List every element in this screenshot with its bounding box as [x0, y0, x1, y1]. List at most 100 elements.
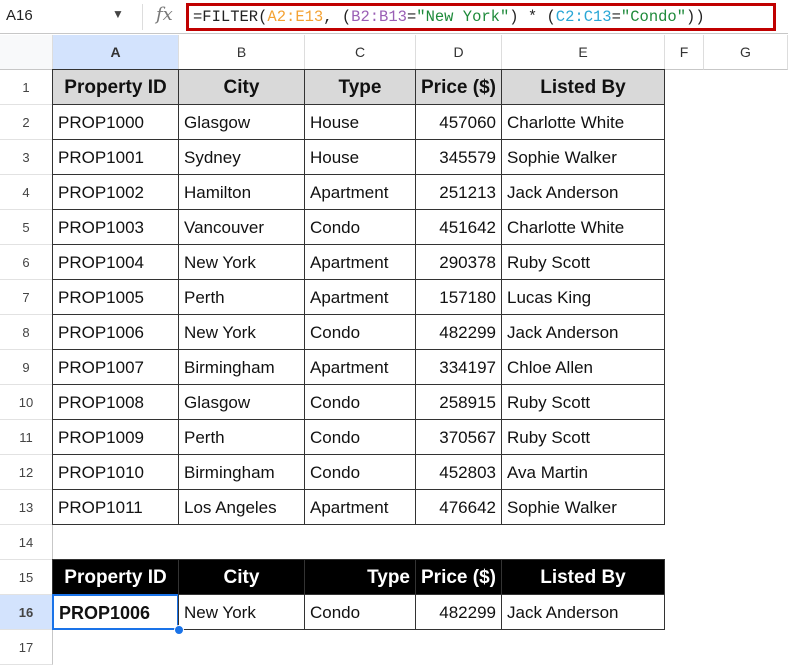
column-header-G[interactable]: G [704, 35, 788, 70]
cell[interactable]: Condo [304, 454, 416, 490]
row-header-7[interactable]: 7 [0, 280, 53, 315]
cell[interactable]: House [304, 139, 416, 175]
result-header-cell[interactable]: Property ID [52, 559, 179, 595]
row-header-3[interactable]: 3 [0, 140, 53, 175]
cell[interactable]: 334197 [415, 349, 502, 385]
header-cell[interactable]: Listed By [501, 69, 665, 105]
result-cell[interactable]: Condo [304, 594, 416, 630]
cell[interactable]: Ruby Scott [501, 384, 665, 420]
corner[interactable] [0, 35, 53, 70]
cell[interactable]: 251213 [415, 174, 502, 210]
row-header-14[interactable]: 14 [0, 525, 53, 560]
row-header-6[interactable]: 6 [0, 245, 53, 280]
cell[interactable]: Perth [178, 419, 305, 455]
cell[interactable]: Chloe Allen [501, 349, 665, 385]
column-header-C[interactable]: C [305, 35, 416, 70]
cell[interactable]: Sydney [178, 139, 305, 175]
row-header-4[interactable]: 4 [0, 175, 53, 210]
cell[interactable]: Apartment [304, 489, 416, 525]
cell[interactable]: 482299 [415, 314, 502, 350]
chevron-down-icon[interactable]: ▼ [112, 7, 124, 21]
cell[interactable]: Lucas King [501, 279, 665, 315]
cell[interactable]: Birmingham [178, 454, 305, 490]
result-cell[interactable]: Jack Anderson [501, 594, 665, 630]
selected-cell[interactable]: PROP1006 [52, 594, 179, 630]
cell[interactable]: Apartment [304, 279, 416, 315]
row-header-11[interactable]: 11 [0, 420, 53, 455]
header-cell[interactable]: Type [304, 69, 416, 105]
result-header-cell[interactable]: City [178, 559, 305, 595]
column-header-D[interactable]: D [416, 35, 502, 70]
cell[interactable]: Ava Martin [501, 454, 665, 490]
cell[interactable]: Condo [304, 384, 416, 420]
result-header-cell[interactable]: Price ($) [415, 559, 502, 595]
cell[interactable]: Ruby Scott [501, 244, 665, 280]
selection-handle[interactable] [174, 625, 184, 635]
cell[interactable]: 452803 [415, 454, 502, 490]
column-header-B[interactable]: B [179, 35, 305, 70]
cell[interactable]: Condo [304, 314, 416, 350]
column-header-F[interactable]: F [665, 35, 704, 70]
name-box[interactable]: A16 [6, 7, 33, 24]
cell[interactable]: 157180 [415, 279, 502, 315]
cell[interactable]: 451642 [415, 209, 502, 245]
header-cell[interactable]: Price ($) [415, 69, 502, 105]
cell[interactable]: PROP1010 [52, 454, 179, 490]
header-cell[interactable]: City [178, 69, 305, 105]
result-cell[interactable]: 482299 [415, 594, 502, 630]
cell[interactable]: House [304, 104, 416, 140]
cell[interactable]: Los Angeles [178, 489, 305, 525]
row-header-8[interactable]: 8 [0, 315, 53, 350]
cell[interactable]: PROP1004 [52, 244, 179, 280]
cell[interactable]: 476642 [415, 489, 502, 525]
cell[interactable]: Charlotte White [501, 209, 665, 245]
formula-input[interactable]: =FILTER(A2:E13, (B2:B13="New York") * (C… [186, 3, 776, 31]
cell[interactable]: PROP1002 [52, 174, 179, 210]
cell[interactable]: Jack Anderson [501, 314, 665, 350]
cell[interactable]: Glasgow [178, 384, 305, 420]
cell[interactable]: Sophie Walker [501, 139, 665, 175]
row-header-5[interactable]: 5 [0, 210, 53, 245]
cell[interactable]: Perth [178, 279, 305, 315]
row-header-17[interactable]: 17 [0, 630, 53, 665]
cell[interactable]: Birmingham [178, 349, 305, 385]
cell[interactable]: Charlotte White [501, 104, 665, 140]
cell[interactable]: Hamilton [178, 174, 305, 210]
row-header-13[interactable]: 13 [0, 490, 53, 525]
cell[interactable]: Glasgow [178, 104, 305, 140]
cell[interactable]: PROP1005 [52, 279, 179, 315]
row-header-2[interactable]: 2 [0, 105, 53, 140]
cell[interactable]: 290378 [415, 244, 502, 280]
cell[interactable]: PROP1011 [52, 489, 179, 525]
result-cell[interactable]: New York [178, 594, 305, 630]
column-header-A[interactable]: A [53, 35, 179, 70]
result-header-cell[interactable]: Type [304, 559, 416, 595]
column-header-E[interactable]: E [502, 35, 665, 70]
cell[interactable]: 345579 [415, 139, 502, 175]
cell[interactable]: PROP1006 [52, 314, 179, 350]
cell[interactable]: PROP1009 [52, 419, 179, 455]
row-header-10[interactable]: 10 [0, 385, 53, 420]
cell[interactable]: PROP1007 [52, 349, 179, 385]
header-cell[interactable]: Property ID [52, 69, 179, 105]
cell[interactable]: Apartment [304, 244, 416, 280]
result-header-cell[interactable]: Listed By [501, 559, 665, 595]
cell[interactable]: Sophie Walker [501, 489, 665, 525]
cell[interactable]: Condo [304, 419, 416, 455]
cell[interactable]: PROP1000 [52, 104, 179, 140]
cell[interactable]: 370567 [415, 419, 502, 455]
row-header-16[interactable]: 16 [0, 595, 53, 630]
cell[interactable]: Apartment [304, 174, 416, 210]
cell[interactable]: New York [178, 314, 305, 350]
cell[interactable]: New York [178, 244, 305, 280]
cell[interactable]: Apartment [304, 349, 416, 385]
cell[interactable]: Condo [304, 209, 416, 245]
row-header-9[interactable]: 9 [0, 350, 53, 385]
row-header-15[interactable]: 15 [0, 560, 53, 595]
cell[interactable]: PROP1001 [52, 139, 179, 175]
cell[interactable]: PROP1003 [52, 209, 179, 245]
cell[interactable]: Jack Anderson [501, 174, 665, 210]
cell[interactable]: 457060 [415, 104, 502, 140]
cell[interactable]: Vancouver [178, 209, 305, 245]
row-header-12[interactable]: 12 [0, 455, 53, 490]
